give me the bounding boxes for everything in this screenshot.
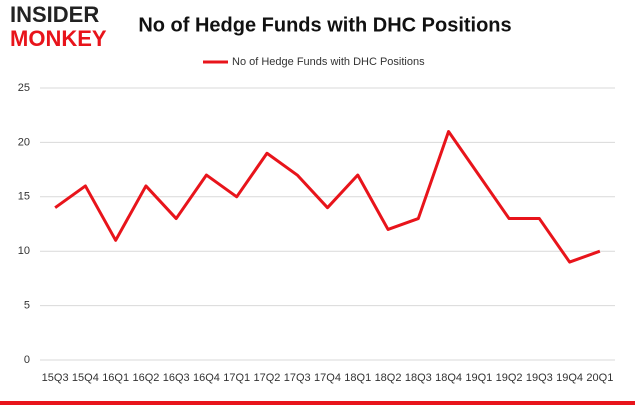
x-tick-label: 17Q4 [314,372,341,384]
x-tick-label: 15Q4 [72,372,99,384]
logo-top: INSIDER [10,2,99,27]
chart-title: No of Hedge Funds with DHC Positions [138,14,511,36]
logo-bottom: MONKEY [10,26,107,51]
x-tick-label: 18Q1 [344,372,371,384]
y-tick-label: 5 [24,300,30,312]
x-tick-label: 18Q2 [375,372,402,384]
bottom-border [0,401,635,405]
y-tick-label: 15 [18,191,30,203]
x-tick-label: 15Q3 [42,372,69,384]
x-tick-label: 20Q1 [586,372,613,384]
y-tick-label: 0 [24,354,30,366]
x-tick-label: 19Q2 [496,372,523,384]
x-tick-label: 16Q4 [193,372,220,384]
x-tick-label: 16Q2 [132,372,159,384]
x-tick-label: 19Q1 [465,372,492,384]
x-tick-label: 17Q3 [284,372,311,384]
y-tick-label: 20 [18,136,30,148]
y-tick-label: 10 [18,245,30,257]
x-tick-label: 16Q3 [163,372,190,384]
y-tick-label: 25 [18,82,30,94]
x-tick-label: 16Q1 [102,372,129,384]
x-tick-label: 18Q4 [435,372,462,384]
legend-label: No of Hedge Funds with DHC Positions [232,56,425,68]
line-series [54,130,601,264]
x-tick-label: 17Q2 [254,372,281,384]
x-tick-label: 18Q3 [405,372,432,384]
x-tick-label: 19Q4 [556,372,583,384]
x-tick-label: 19Q3 [526,372,553,384]
x-tick-label: 17Q1 [223,372,250,384]
